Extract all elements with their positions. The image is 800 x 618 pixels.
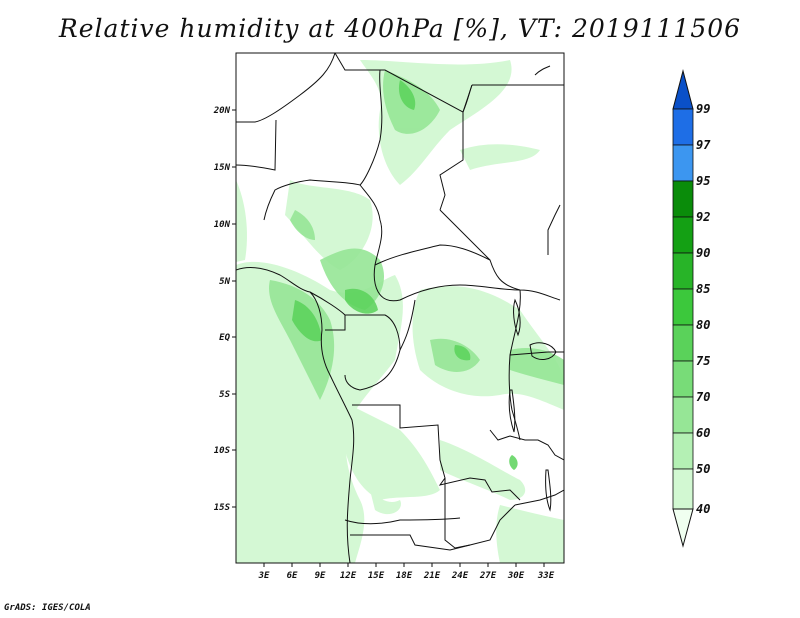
humidity-shading-light (236, 60, 564, 563)
border-line (334, 53, 464, 211)
x-tick-label: 24E (451, 571, 469, 581)
west-coast (236, 267, 355, 563)
chart-title: Relative humidity at 400hPa [%], VT: 201… (58, 14, 742, 43)
colorbar-label: 95 (696, 174, 710, 188)
x-axis: 3E 6E 9E 12E 15E 18E 21E 24E 27E 30E 33E (258, 563, 555, 581)
coastlines-borders (236, 53, 564, 563)
humidity-field (236, 60, 564, 563)
colorbar-label: 90 (696, 246, 710, 260)
x-tick-label: 9E (315, 571, 326, 581)
humidity-shading-mid (269, 70, 564, 400)
y-tick-label: 10S (214, 446, 231, 456)
humidity-shading-dark (292, 80, 518, 470)
lake-tanganyika (508, 389, 516, 433)
colorbar-top-arrow (672, 69, 694, 110)
colorbar-segment (672, 252, 694, 290)
colorbar-segment (672, 360, 694, 398)
lake-victoria (529, 342, 557, 360)
colorbar-label: 40 (696, 502, 710, 516)
x-tick-label: 21E (423, 571, 441, 581)
y-axis: 20N 15N 10N 5N EQ 5S 10S 15S (213, 106, 236, 513)
colorbar: 99 97 95 92 90 85 80 75 70 60 50 40 (672, 69, 711, 548)
x-tick-label: 18E (396, 571, 413, 581)
border-line (439, 209, 561, 301)
y-tick-label: 5S (219, 390, 230, 400)
colorbar-segment (672, 432, 694, 470)
y-tick-label: EQ (219, 333, 230, 343)
border-line (359, 184, 383, 266)
x-tick-label: 6E (287, 571, 298, 581)
border-line (373, 264, 521, 302)
lake-albert (513, 298, 521, 337)
colorbar-segment (672, 468, 694, 510)
border-line (509, 351, 564, 356)
x-tick-label: 27E (479, 571, 497, 581)
colorbar-segment (672, 324, 694, 362)
border-line (350, 534, 471, 551)
colorbar-label: 92 (696, 210, 710, 224)
y-tick-label: 20N (213, 106, 231, 116)
border-line (374, 244, 491, 266)
y-tick-label: 15N (214, 163, 231, 173)
border-line (489, 429, 564, 461)
colorbar-label: 70 (696, 390, 710, 404)
y-tick-label: 15S (214, 503, 231, 513)
colorbar-segment (672, 216, 694, 254)
border-line (547, 204, 561, 255)
colorbar-segment (672, 144, 694, 182)
border-line (352, 404, 521, 501)
colorbar-segment (672, 288, 694, 326)
map-frame (235, 52, 565, 564)
colorbar-segment (672, 180, 694, 218)
border-line (236, 119, 277, 171)
nile-line (462, 84, 473, 113)
x-tick-label: 3E (258, 571, 270, 581)
x-tick-label: 12E (340, 571, 357, 581)
border-line (344, 517, 461, 525)
x-tick-label: 33E (537, 571, 555, 581)
border-line (263, 179, 361, 221)
y-tick-label: 10N (214, 220, 231, 230)
colorbar-label: 60 (696, 426, 710, 440)
colorbar-label: 85 (696, 282, 710, 296)
coast-east (534, 65, 551, 76)
colorbar-segment (672, 108, 694, 146)
colorbar-label: 97 (696, 138, 711, 152)
colorbar-label: 99 (696, 102, 710, 116)
colorbar-bottom-arrow (672, 508, 694, 548)
grads-credit: GrADS: IGES/COLA (4, 603, 91, 613)
colorbar-segment (672, 396, 694, 434)
colorbar-label: 50 (696, 462, 710, 476)
colorbar-label: 75 (696, 354, 710, 368)
colorbar-label: 80 (696, 318, 710, 332)
border-line (344, 314, 401, 391)
border-line (399, 299, 416, 351)
x-tick-label: 30E (507, 571, 525, 581)
border-line (514, 489, 564, 506)
border-line (508, 289, 521, 441)
x-tick-label: 15E (368, 571, 385, 581)
y-tick-label: 5N (219, 277, 230, 287)
border-line (236, 53, 336, 123)
lake-malawi (545, 469, 552, 512)
border-line (359, 69, 383, 186)
